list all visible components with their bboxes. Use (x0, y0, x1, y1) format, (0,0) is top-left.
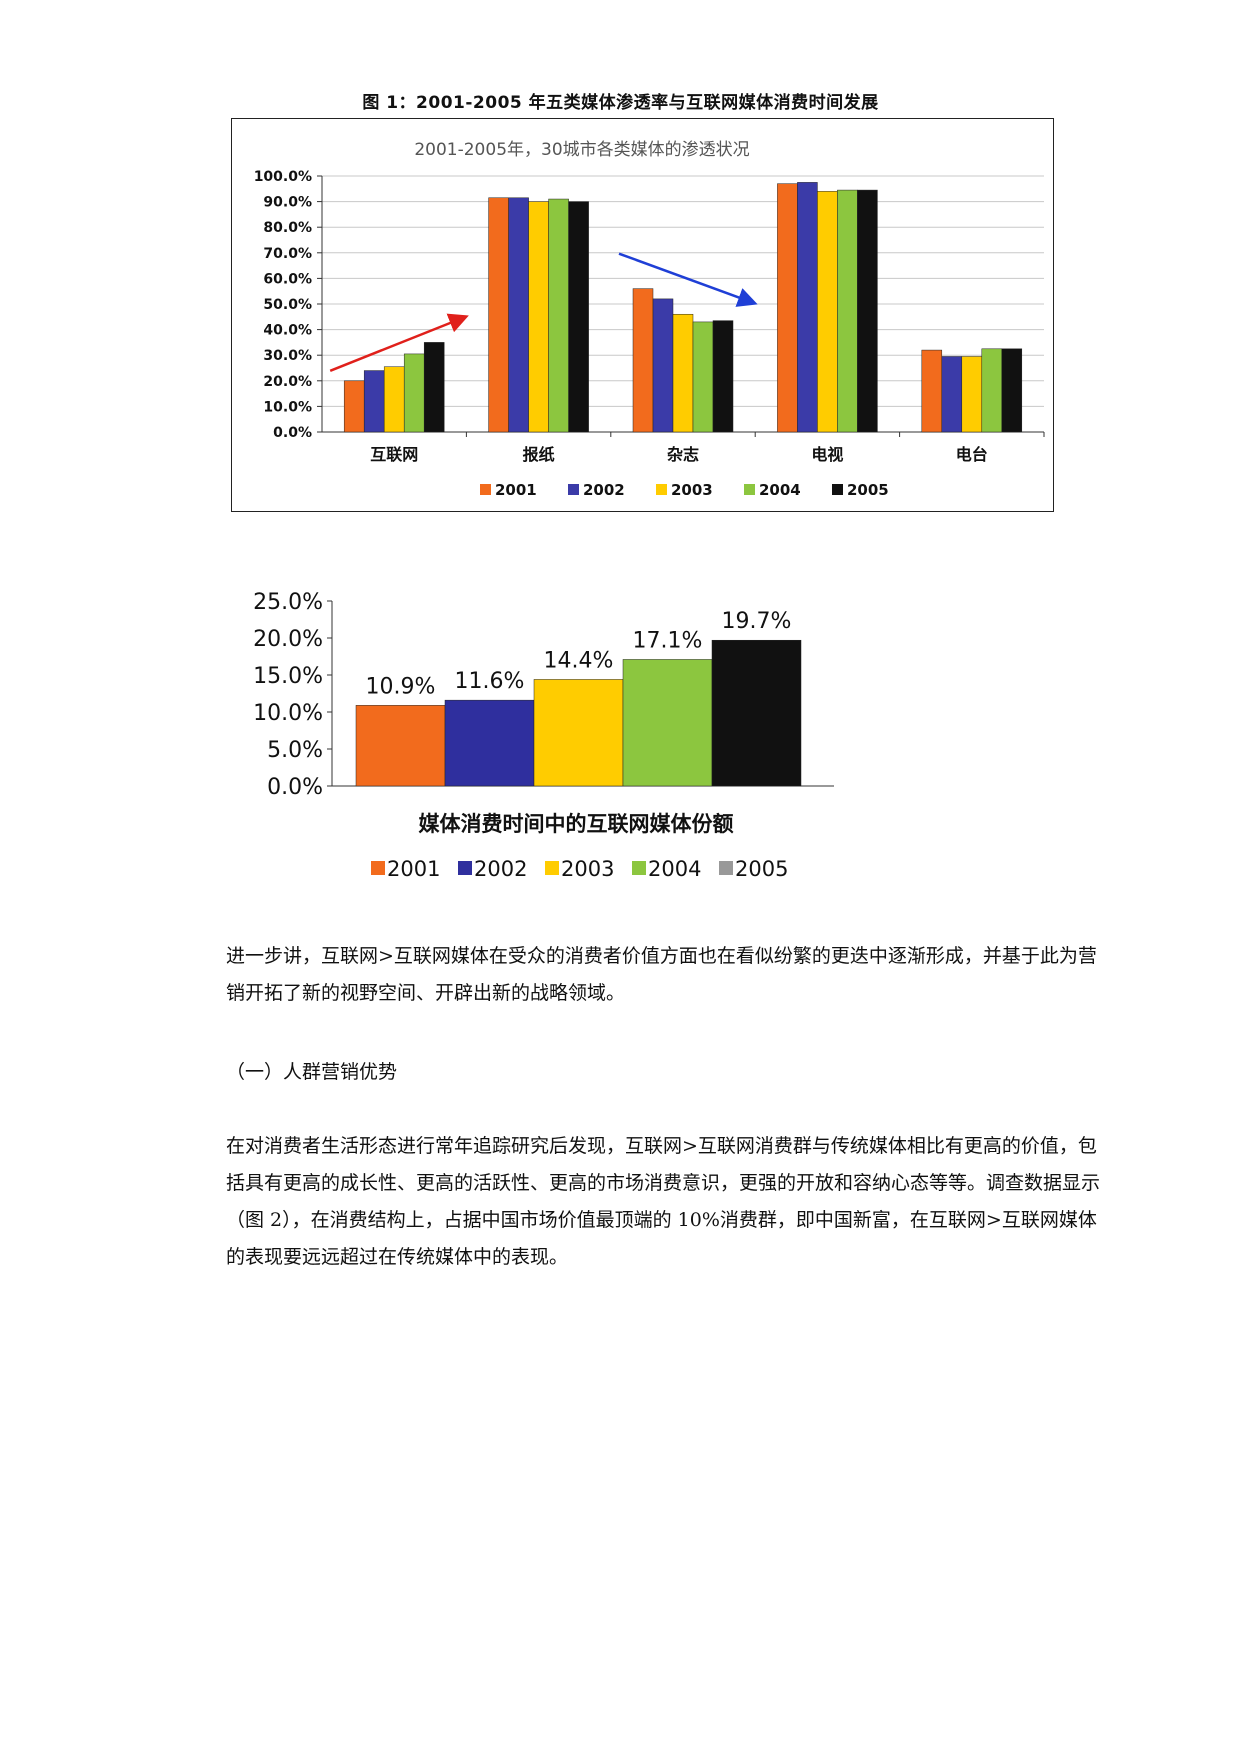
y-tick-label: 40.0% (263, 323, 312, 339)
legend-swatch (632, 861, 646, 875)
legend-label: 2001 (495, 481, 537, 499)
bar (363, 370, 385, 433)
chart-internet-share-svg: 0.0% 5.0% 10.0% 15.0% 20.0% 25.0% 10.9% 11.6% 14… (253, 590, 834, 881)
y-tick-label: 70.0% (263, 246, 312, 262)
bar (528, 201, 549, 433)
bar (712, 320, 734, 433)
bar (981, 348, 1003, 433)
data-label: 14.4% (544, 648, 614, 673)
data-label: 10.9% (366, 674, 436, 699)
bar (837, 189, 858, 433)
legend-label: 2001 (387, 857, 440, 881)
figure-caption: 图 1：2001-2005 年五类媒体渗透率与互联网媒体消费时间发展 (362, 93, 879, 113)
bar (568, 201, 589, 433)
bar (921, 349, 943, 433)
y-tick-label: 25.0% (253, 590, 323, 615)
bar (797, 182, 818, 433)
legend-swatch (458, 861, 472, 875)
legend-swatch (480, 484, 491, 495)
y-tick-label: 100.0% (254, 169, 312, 185)
bar (632, 288, 654, 433)
x-axis-label: 媒体消费时间中的互联网媒体份额 (419, 812, 734, 836)
bar (1001, 348, 1023, 433)
x-category-label: 报纸 (523, 445, 555, 464)
paragraph-1: 进一步讲，互联网>互联网媒体在受众的消费者价值方面也在看似纷繁的更迭中逐渐形成，… (226, 945, 1097, 1004)
bar (857, 189, 878, 433)
bar (711, 639, 802, 787)
x-category-label: 电视 (811, 445, 843, 464)
bar (622, 659, 713, 787)
chart-media-penetration: 2001-2005年，30城市各类媒体的渗透状况 0.0% 10.0% 20.0% 30… (231, 118, 1054, 512)
bar (533, 679, 624, 787)
bar (817, 191, 838, 433)
y-tick-label: 0.0% (267, 775, 323, 800)
data-label: 11.6% (455, 669, 525, 694)
bar (672, 313, 694, 433)
bar (508, 197, 529, 433)
bar (488, 197, 509, 433)
legend-label: 2003 (671, 481, 713, 499)
chart-internet-share: 0.0% 5.0% 10.0% 15.0% 20.0% 25.0% 10.9% 11.6% 14… (231, 578, 871, 898)
trend-up-arrow (329, 313, 469, 372)
legend-swatch (568, 484, 579, 495)
x-category-label: 电台 (956, 445, 988, 464)
legend-swatch (832, 484, 843, 495)
legend-label: 2003 (561, 857, 614, 881)
bar (444, 699, 535, 787)
y-tick-label: 0.0% (273, 425, 312, 441)
bar (403, 353, 425, 433)
bar (961, 356, 983, 433)
bar (355, 705, 446, 787)
chart-media-penetration-svg: 2001-2005年，30城市各类媒体的渗透状况 0.0% 10.0% 20.0% 30… (254, 140, 1045, 499)
y-tick-label: 80.0% (263, 220, 312, 236)
legend-label: 2002 (583, 481, 625, 499)
legend-swatch (656, 484, 667, 495)
bar (383, 366, 405, 433)
y-tick-label: 90.0% (263, 195, 312, 211)
x-category-label: 杂志 (667, 445, 699, 464)
y-tick-label: 10.0% (253, 701, 323, 726)
data-label: 19.7% (722, 609, 792, 634)
section-heading: （一）人群营销优势 (226, 1061, 398, 1083)
legend-label: 2004 (759, 481, 801, 499)
legend-label: 2002 (474, 857, 527, 881)
legend-swatch (744, 484, 755, 495)
y-tick-label: 10.0% (263, 399, 312, 415)
chart-title: 2001-2005年，30城市各类媒体的渗透状况 (414, 140, 749, 160)
bar (548, 198, 569, 433)
y-tick-label: 50.0% (263, 297, 312, 313)
legend-label: 2005 (735, 857, 788, 881)
data-label: 17.1% (633, 628, 703, 653)
y-tick-label: 20.0% (253, 627, 323, 652)
y-tick-label: 5.0% (267, 738, 323, 763)
bar (692, 321, 714, 433)
bar (423, 342, 445, 433)
legend-swatch (719, 861, 733, 875)
legend-swatch (371, 861, 385, 875)
y-tick-label: 15.0% (253, 664, 323, 689)
paragraph-2: 在对消费者生活形态进行常年追踪研究后发现，互联网>互联网消费群与传统媒体相比有更… (226, 1135, 1101, 1268)
y-tick-label: 20.0% (263, 374, 312, 390)
bar (777, 183, 798, 433)
y-tick-label: 60.0% (263, 271, 312, 287)
legend-label: 2004 (648, 857, 701, 881)
bar (652, 298, 674, 433)
trend-down-arrow (618, 252, 758, 307)
bar (343, 380, 365, 433)
legend-swatch (545, 861, 559, 875)
y-tick-label: 30.0% (263, 348, 312, 364)
legend-label: 2005 (847, 481, 889, 499)
x-category-label: 互联网 (370, 445, 418, 464)
bar (941, 356, 963, 433)
